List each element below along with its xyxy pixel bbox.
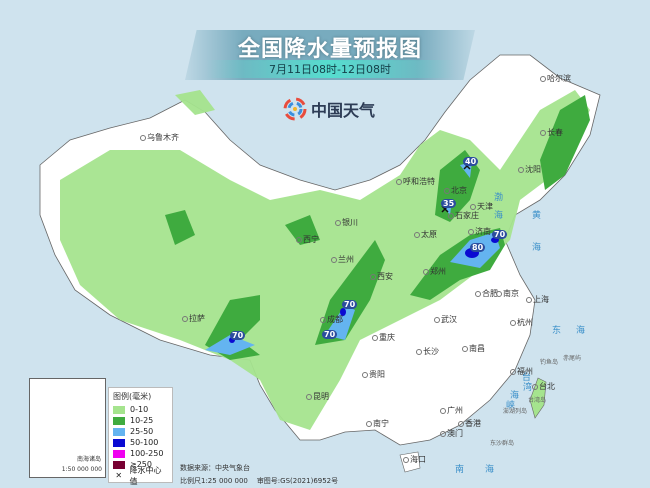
rain-center-value: 70 [342, 300, 358, 309]
island-label: 赤尾屿 [563, 355, 582, 362]
legend-swatch [113, 449, 125, 458]
city-label: 济南 [468, 226, 491, 237]
city-label: 长沙 [416, 346, 439, 357]
scale-text: 比例尺1:25 000 000 [180, 477, 248, 485]
legend-swatch [113, 405, 125, 414]
city-label: 武汉 [434, 314, 457, 325]
city-label: 台北 [532, 381, 555, 392]
rain-center-value: 70 [492, 230, 508, 239]
approval-number: 审图号:GS(2021)6952号 [256, 477, 339, 485]
map-title: 全国降水量预报图 [237, 37, 422, 62]
city-label: 福州 [510, 366, 533, 377]
sea-label: 海 [576, 326, 586, 336]
island-label: 澎湖列岛 [503, 408, 528, 415]
rain-center-value: 35 [441, 199, 457, 208]
city-label: 上海 [526, 294, 549, 305]
south-china-sea-inset: 南海诸岛 1:50 000 000 [29, 378, 106, 478]
city-label: 杭州 [510, 317, 533, 328]
inset-scale: 1:50 000 000 [61, 466, 102, 473]
inset-title: 南海诸岛 [76, 456, 101, 463]
city-label: 银川 [335, 217, 358, 228]
city-label: 郑州 [423, 266, 446, 277]
weather-logo: 中国天气 [283, 97, 375, 121]
legend-label: 10-25 [130, 416, 154, 425]
legend-swatch [113, 460, 125, 469]
city-label: 贵阳 [362, 369, 385, 380]
city-label: 沈阳 [518, 164, 541, 175]
legend-item-center: ✕ 降水中心值 [113, 466, 168, 486]
legend-swatch [113, 438, 125, 447]
x-mark-icon: ✕ [115, 471, 123, 480]
subtitle-band [205, 60, 455, 78]
legend-label: ≥250 [130, 460, 152, 469]
city-label: 成都 [320, 314, 343, 325]
island-label: 东沙群岛 [490, 440, 515, 447]
city-label: 长春 [540, 127, 563, 138]
city-label: 澳门 [440, 428, 463, 439]
legend-swatch [113, 416, 125, 425]
legend-label: 50-100 [130, 438, 159, 447]
legend-item: 25-50 [113, 426, 168, 437]
sea-label: 渤 [494, 193, 504, 203]
city-label: 广州 [440, 405, 463, 416]
city-label: 南京 [496, 288, 519, 299]
rain-center-value: 70 [322, 330, 338, 339]
legend-title: 图例(毫米) [113, 392, 152, 401]
sea-label: 海 [510, 391, 520, 401]
sea-label: 东 [552, 326, 562, 336]
sea-label: 湾 [523, 383, 533, 393]
rain-center-value: 70 [230, 331, 246, 340]
city-label: 西宁 [296, 234, 319, 245]
city-label: 石家庄 [448, 210, 479, 221]
legend-item: 0-10 [113, 404, 168, 415]
legend-label: 降水中心值 [129, 465, 162, 486]
city-label: 重庆 [372, 332, 395, 343]
island-label: 台湾岛 [528, 397, 547, 404]
legend-item: 10-25 [113, 415, 168, 426]
rain-center-value: 80 [470, 243, 486, 252]
city-label: 拉萨 [182, 313, 205, 324]
legend-item: ≥250 [113, 459, 168, 470]
city-label: 香港 [458, 418, 481, 429]
city-label: 南宁 [366, 418, 389, 429]
legend-item: 100-250 [113, 448, 168, 459]
map-scale: 比例尺1:25 000 000 审图号:GS(2021)6952号 [180, 476, 338, 486]
city-label: 北京 [444, 185, 467, 196]
city-label: 南昌 [462, 343, 485, 354]
sea-label: 黄 [532, 211, 542, 221]
rain-center-value: 40 [463, 157, 479, 166]
city-label: 兰州 [331, 254, 354, 265]
sea-label: 海 [494, 211, 504, 221]
sea-label: 南 [455, 465, 465, 475]
sea-label: 峡 [506, 401, 516, 411]
legend-label: 25-50 [130, 427, 154, 436]
legend-label: 0-10 [130, 405, 149, 414]
island-label: 钓鱼岛 [540, 359, 559, 366]
logo-text: 中国天气 [311, 101, 376, 120]
logo-swirl-icon [283, 97, 307, 121]
map-subtitle: 7月11日08时-12日08时 [269, 63, 391, 76]
city-label: 西安 [370, 271, 393, 282]
legend-label: 100-250 [130, 449, 164, 458]
city-label: 呼和浩特 [396, 176, 435, 187]
city-label: 海口 [403, 454, 426, 465]
city-label: 天津 [470, 201, 493, 212]
legend: 图例(毫米) 0-10 10-25 25-50 50-100 100-250 ≥250 ✕… [108, 387, 173, 486]
city-label: 昆明 [306, 391, 329, 402]
sea-label: 台 [522, 373, 532, 383]
sea-label: 海 [532, 243, 542, 253]
city-label: 乌鲁木齐 [140, 132, 179, 143]
data-source: 数据来源：中央气象台 [180, 464, 250, 472]
sea-label: 海 [485, 465, 495, 475]
city-label: 哈尔滨 [540, 73, 571, 84]
city-label: 合肥 [475, 288, 498, 299]
legend-item: 50-100 [113, 437, 168, 448]
city-label: 太原 [414, 229, 437, 240]
legend-swatch [113, 427, 125, 436]
